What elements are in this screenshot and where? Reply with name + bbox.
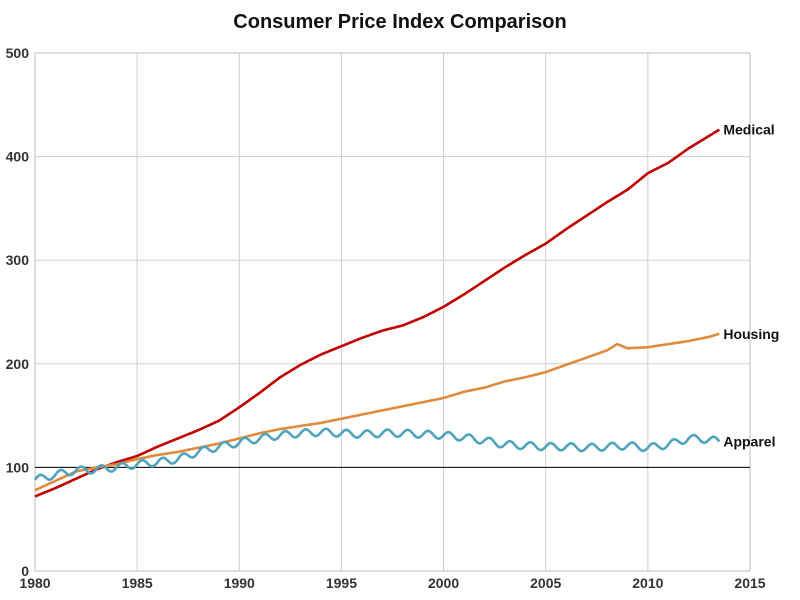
series-label-housing: Housing	[723, 326, 779, 342]
y-tick-label: 500	[6, 45, 30, 61]
x-tick-label: 1985	[122, 575, 153, 591]
series-line-housing	[34, 332, 720, 492]
x-tick-label: 2015	[734, 575, 765, 591]
y-axis-ticks: 0 100 200 300 400 500	[6, 45, 30, 579]
series-line-apparel	[33, 427, 721, 481]
grid-lines	[34, 52, 751, 572]
x-tick-label: 1995	[326, 575, 357, 591]
x-tick-label: 2000	[428, 575, 459, 591]
chart-title: Consumer Price Index Comparison	[233, 11, 566, 33]
x-tick-label: 2010	[632, 575, 663, 591]
y-tick-label: 400	[6, 149, 30, 165]
y-tick-label: 0	[21, 563, 29, 579]
series-group	[33, 128, 721, 498]
x-axis-ticks: 1980 1985 1990 1995 2000 2005 2010 2015	[19, 575, 765, 591]
plot-frame	[34, 52, 751, 572]
series-line-medical	[34, 128, 721, 498]
x-tick-label: 2005	[530, 575, 561, 591]
y-tick-label: 200	[6, 356, 30, 372]
x-tick-label: 1990	[224, 575, 255, 591]
y-tick-label: 300	[6, 252, 30, 268]
series-label-medical: Medical	[723, 122, 774, 138]
y-tick-label: 100	[6, 459, 30, 475]
x-tick-label: 1980	[19, 575, 50, 591]
series-label-apparel: Apparel	[723, 434, 775, 450]
series-labels: Medical Housing Apparel	[723, 122, 779, 450]
